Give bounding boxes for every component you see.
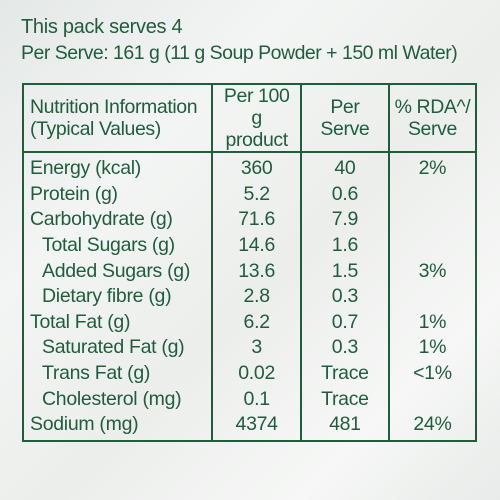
cell-rda: 1%: [387, 335, 478, 361]
table-row: Saturated Fat (g) 3 0.3 1%: [21, 335, 478, 361]
cell-per-serve: 481: [299, 411, 390, 441]
table-row: Sodium (mg) 4374 481 24%: [21, 411, 478, 441]
cell-nutrient-name: Total Sugars (g): [21, 232, 214, 259]
table-row: Trans Fat (g) 0.02 Trace <1%: [21, 360, 478, 387]
header-rda-line1: % RDA^/: [394, 96, 471, 118]
table-row: Protein (g) 5.2 0.6: [21, 181, 478, 208]
nutrition-body: Energy (kcal) 360 40 2% Protein (g) 5.2 0.6 Car…: [21, 152, 478, 441]
cell-rda: 1%: [387, 309, 478, 336]
cell-per-100g: 3: [211, 335, 302, 361]
table-row: Added Sugars (g) 13.6 1.5 3%: [21, 258, 478, 284]
cell-per-100g: 360: [211, 152, 302, 182]
table-row: Energy (kcal) 360 40 2%: [21, 152, 478, 182]
cell-per-100g: 5.2: [211, 181, 302, 208]
cell-nutrient-name: Saturated Fat (g): [21, 335, 214, 361]
cell-rda: [387, 207, 478, 233]
pack-header: This pack serves 4 Per Serve: 161 g (11 …: [21, 14, 491, 66]
cell-per-100g: 71.6: [211, 207, 302, 233]
cell-per-100g: 2.8: [211, 283, 302, 310]
cell-per-serve: 0.3: [299, 335, 390, 361]
cell-per-100g: 0.1: [211, 386, 302, 412]
cell-per-serve: 0.6: [299, 181, 390, 208]
cell-per-serve: Trace: [299, 360, 390, 387]
cell-rda: [387, 232, 478, 259]
cell-per-serve: 0.7: [299, 309, 390, 336]
cell-rda: <1%: [387, 360, 478, 387]
cell-per-100g: 14.6: [211, 232, 302, 259]
cell-rda: [387, 181, 478, 208]
cell-rda: 3%: [387, 258, 478, 284]
cell-per-100g: 0.02: [211, 360, 302, 387]
cell-nutrient-name: Sodium (mg): [21, 411, 214, 441]
header-rda: % RDA^/ Serve: [387, 83, 478, 153]
header-nutrition-line1: Nutrition Information: [30, 96, 198, 118]
cell-nutrient-name: Trans Fat (g): [21, 360, 214, 387]
cell-per-serve: 1.6: [299, 232, 390, 259]
cell-per-100g: 13.6: [211, 258, 302, 284]
cell-nutrient-name: Added Sugars (g): [21, 258, 214, 284]
cell-rda: [387, 386, 478, 412]
cell-per-100g: 6.2: [211, 309, 302, 336]
per-serve-text: Per Serve: 161 g (11 g Soup Powder + 150…: [21, 42, 458, 64]
header-per100-line1: Per 100 g: [223, 85, 290, 129]
header-per100-line2: product: [225, 129, 289, 151]
header-nutrition-information: Nutrition Information (Typical Values): [21, 83, 214, 153]
table-row: Carbohydrate (g) 71.6 7.9: [21, 207, 478, 233]
cell-rda: 2%: [387, 152, 478, 182]
cell-rda: [387, 283, 478, 310]
cell-per-serve: 0.3: [299, 283, 390, 310]
header-per-serve: Per Serve: [299, 83, 390, 153]
cell-per-serve: 1.5: [299, 258, 390, 284]
cell-nutrient-name: Carbohydrate (g): [21, 207, 214, 233]
header-per-100g: Per 100 g product: [211, 83, 302, 153]
cell-per-serve: 7.9: [299, 207, 390, 233]
header-rda-line2: Serve: [407, 118, 457, 140]
cell-nutrient-name: Protein (g): [21, 181, 214, 208]
cell-per-serve: 40: [299, 152, 390, 182]
cell-nutrient-name: Energy (kcal): [21, 152, 214, 182]
nutrition-table: Nutrition Information (Typical Values) P…: [21, 83, 478, 442]
pack-serves-text: This pack serves 4: [21, 16, 183, 38]
cell-per-100g: 4374: [211, 411, 302, 441]
cell-nutrient-name: Dietary fibre (g): [21, 283, 214, 310]
table-row: Dietary fibre (g) 2.8 0.3: [21, 283, 478, 310]
cell-per-serve: Trace: [299, 386, 390, 412]
cell-nutrient-name: Cholesterol (mg): [21, 386, 214, 412]
table-row: Total Fat (g) 6.2 0.7 1%: [21, 309, 478, 336]
table-row: Cholesterol (mg) 0.1 Trace: [21, 386, 478, 412]
table-header-row: Nutrition Information (Typical Values) P…: [21, 83, 478, 153]
header-nutrition-line2: (Typical Values): [30, 118, 161, 140]
table-row: Total Sugars (g) 14.6 1.6: [21, 232, 478, 259]
cell-nutrient-name: Total Fat (g): [21, 309, 214, 336]
cell-rda: 24%: [387, 411, 478, 441]
